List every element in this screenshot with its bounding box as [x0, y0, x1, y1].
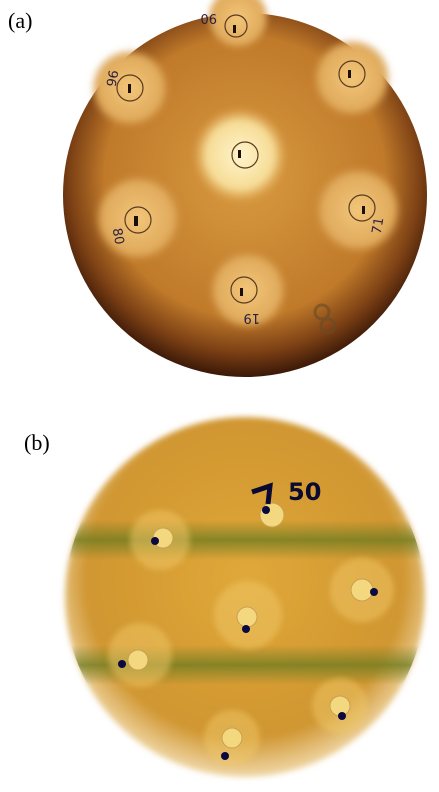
plate-label: 80	[109, 227, 127, 246]
panel-label: (a)	[8, 8, 32, 33]
plate-label: 19	[243, 310, 260, 325]
plate-b	[60, 417, 439, 777]
page: (a) 90 96 80 19	[0, 0, 439, 792]
figure: (a) 90 96 80 19	[0, 0, 439, 792]
plate-label: 71	[370, 216, 388, 235]
panel-label: (b)	[24, 430, 50, 455]
plate-label: 96	[102, 69, 120, 88]
plate-label: 90	[200, 10, 217, 25]
plate-label: 50	[288, 478, 321, 506]
